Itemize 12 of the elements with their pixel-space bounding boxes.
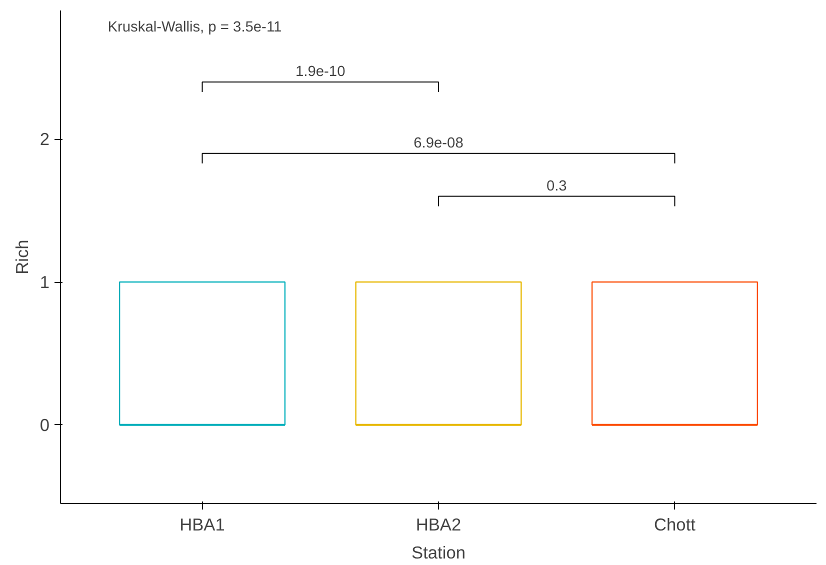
y-tick-label: 1 — [40, 272, 50, 292]
y-tick-label: 2 — [40, 129, 50, 150]
annotation: Kruskal-Wallis, p = 3.5e-11 — [108, 20, 282, 36]
x-axis-title: Station — [412, 542, 466, 562]
y-tick-label: 0 — [40, 414, 50, 435]
x-tick-label: Chott — [654, 514, 696, 534]
y-axis-title: Rich — [12, 240, 32, 274]
annotation: 6.9e-08 — [414, 136, 464, 152]
annotation: 1.9e-10 — [296, 64, 346, 80]
x-tick-label: HBA2 — [416, 514, 462, 534]
x-tick-label: HBA1 — [180, 514, 225, 534]
annotation: 0.3 — [546, 178, 567, 195]
